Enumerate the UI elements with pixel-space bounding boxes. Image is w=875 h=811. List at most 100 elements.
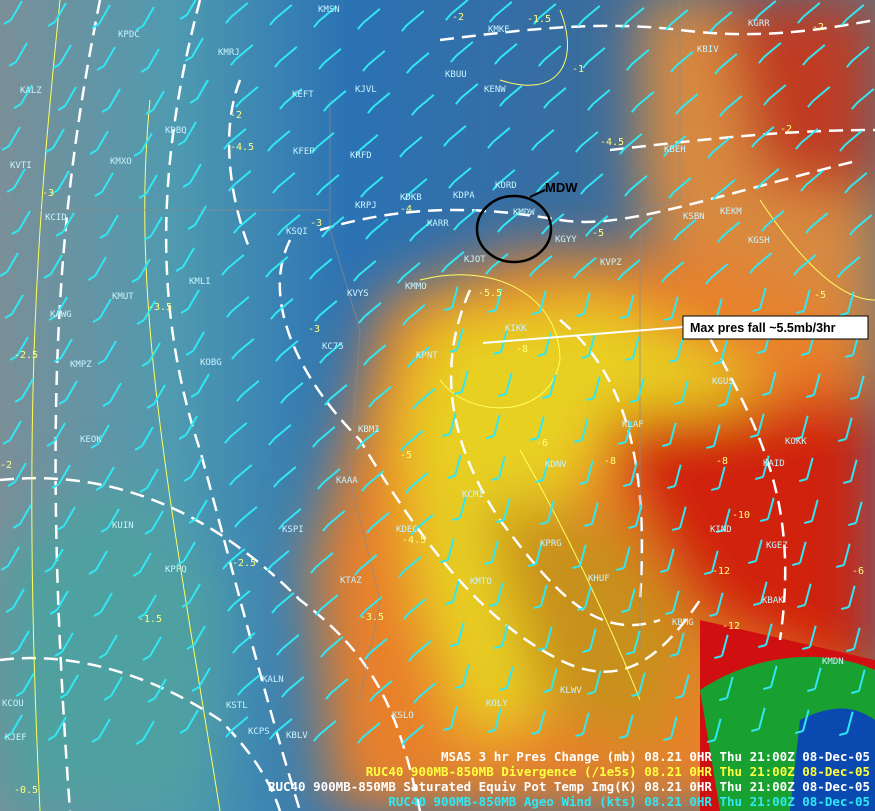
wind-barb xyxy=(401,724,425,746)
wind-barb xyxy=(175,247,195,272)
wind-barb xyxy=(846,46,870,68)
wind-barb xyxy=(185,331,205,356)
station-id: KPRG xyxy=(540,539,562,549)
legend-line: RUC40 900MB-850MB Divergence (/1e5s) 08.… xyxy=(366,764,870,779)
wind-barb xyxy=(409,220,433,242)
wind-barb xyxy=(704,550,719,576)
wind-barb xyxy=(499,666,514,692)
mdw-circle xyxy=(475,194,553,264)
wind-barb xyxy=(844,172,868,194)
wind-barb xyxy=(13,84,33,109)
wind-barb xyxy=(496,498,511,524)
wind-barb xyxy=(47,2,67,27)
wind-barb xyxy=(662,422,677,448)
wind-barb xyxy=(674,380,689,406)
station-id: KSQI xyxy=(286,227,308,237)
wind-barb xyxy=(486,414,501,440)
wind-barb xyxy=(406,52,430,74)
blue-region xyxy=(790,708,875,811)
wind-barb xyxy=(44,548,64,573)
wind-barb xyxy=(751,707,766,733)
wind-barb xyxy=(102,382,122,407)
wind-barb xyxy=(795,128,819,150)
station-id: KEKM xyxy=(720,207,742,217)
wind-barb xyxy=(5,588,25,613)
station-id: KTAZ xyxy=(340,576,362,586)
legend: MSAS 3 hr Pres Change (mb) 08.21 0HR Thu… xyxy=(268,749,870,809)
contour-label: -1.5 xyxy=(527,14,551,25)
wind-barb xyxy=(190,373,210,398)
wind-barb xyxy=(453,209,477,231)
contour-label: -12 xyxy=(722,621,740,632)
wind-barb xyxy=(440,538,455,564)
wind-barb xyxy=(320,636,344,658)
wind-barb xyxy=(135,6,155,31)
wind-barb xyxy=(2,420,22,445)
wind-barb xyxy=(50,170,70,195)
wind-barb xyxy=(530,416,545,442)
wind-barb xyxy=(670,51,694,73)
wind-barb xyxy=(224,422,248,444)
wind-barb xyxy=(711,466,726,492)
contour-label: -2 xyxy=(812,22,824,33)
wind-barb xyxy=(181,583,201,608)
station-id: KIND xyxy=(710,525,732,535)
wind-barb xyxy=(273,466,297,488)
wind-barb xyxy=(407,346,431,368)
wind-barb xyxy=(55,212,75,237)
wind-barb xyxy=(536,171,560,193)
wind-barb xyxy=(365,218,389,240)
station-id: KGEZ xyxy=(766,541,788,551)
wind-barb xyxy=(807,86,831,108)
wind-barb xyxy=(281,676,305,698)
wind-barb xyxy=(277,214,301,236)
wind-barb xyxy=(718,382,733,408)
wind-barb xyxy=(576,292,591,318)
wind-barb xyxy=(225,2,249,24)
wind-barb xyxy=(485,253,509,275)
wind-barb xyxy=(180,289,200,314)
wind-barb xyxy=(581,334,596,360)
wind-barb xyxy=(445,580,460,606)
wind-barb xyxy=(575,131,599,153)
wind-barb xyxy=(362,50,386,72)
mdw-label: MDW xyxy=(545,180,578,195)
wind-barb xyxy=(93,592,113,617)
wind-barb xyxy=(237,674,261,696)
wind-barb xyxy=(147,678,167,703)
wind-barb xyxy=(91,718,111,743)
wind-barb xyxy=(443,706,458,732)
contour-label: -2 xyxy=(230,110,242,121)
wind-barb xyxy=(322,510,346,532)
wind-barb xyxy=(706,424,721,450)
wind-barb xyxy=(452,496,467,522)
station-id: KCMI xyxy=(462,490,484,500)
wind-barb xyxy=(364,638,388,660)
wind-barb xyxy=(707,718,722,744)
wind-barb xyxy=(280,382,304,404)
wind-barb xyxy=(760,497,775,523)
wind-barb xyxy=(49,590,69,615)
wind-barb xyxy=(191,667,211,692)
station-id: KOBG xyxy=(200,358,222,368)
wind-barb xyxy=(841,4,865,26)
wind-barb xyxy=(366,512,390,534)
wind-barb xyxy=(319,342,343,364)
contour-label: -1.5 xyxy=(138,614,162,625)
wind-barb xyxy=(668,177,692,199)
wind-barb xyxy=(839,130,863,152)
wind-barb xyxy=(455,83,479,105)
wind-barb xyxy=(56,506,76,531)
wind-barb xyxy=(356,428,380,450)
station-id: KAWG xyxy=(50,310,72,320)
pressure-note: Max pres fall ~5.5mb/3hr xyxy=(690,321,836,335)
wind-barb xyxy=(492,169,516,191)
station-id: KBAK xyxy=(762,596,784,606)
wind-barb xyxy=(631,91,655,113)
wind-barb xyxy=(412,388,436,410)
contour-label: -5 xyxy=(592,228,604,239)
wind-barb xyxy=(51,464,71,489)
wind-barb xyxy=(719,95,743,117)
contour-label: -8 xyxy=(604,456,616,467)
wind-barb xyxy=(494,624,509,650)
